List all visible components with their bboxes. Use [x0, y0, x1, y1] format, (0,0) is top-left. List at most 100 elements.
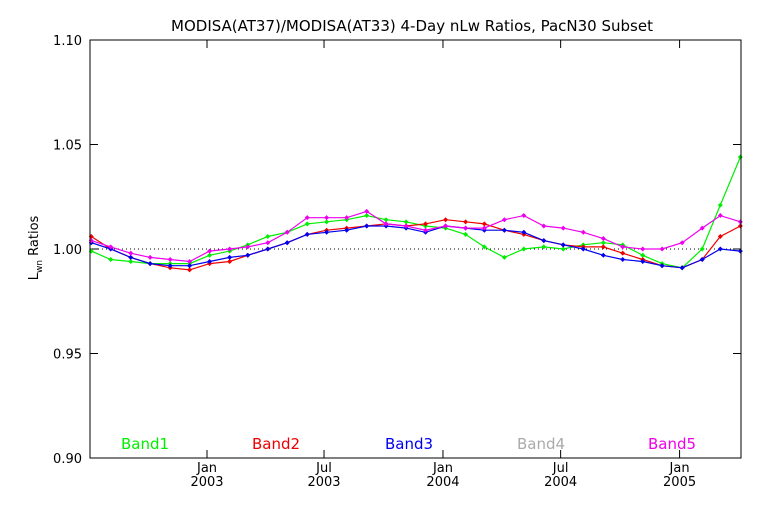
data-point-band3 [265, 246, 271, 252]
data-point-band1 [717, 202, 723, 208]
data-point-band3 [284, 240, 290, 246]
plot-frame [89, 39, 742, 459]
data-point-band5 [128, 250, 134, 256]
x-tick-month-label: Jan [432, 461, 453, 476]
data-point-band5 [304, 215, 310, 221]
data-point-band3 [147, 261, 153, 267]
data-point-band5 [443, 223, 449, 229]
data-point-band2 [443, 217, 449, 223]
data-point-band3 [620, 256, 626, 262]
data-point-band3 [580, 246, 586, 252]
data-point-band1 [383, 217, 389, 223]
data-point-band2 [600, 244, 606, 250]
data-point-band3 [245, 252, 251, 258]
data-point-band3 [304, 231, 310, 237]
data-point-band3 [521, 229, 527, 235]
data-point-band3 [679, 265, 685, 271]
data-point-band3 [227, 254, 233, 260]
data-point-band5 [403, 223, 409, 229]
data-point-band5 [659, 246, 665, 252]
data-point-band2 [620, 250, 626, 256]
data-point-band3 [541, 238, 547, 244]
data-point-band5 [620, 244, 626, 250]
data-point-band3 [640, 259, 646, 265]
data-point-band1 [481, 244, 487, 250]
data-point-band2 [481, 221, 487, 227]
data-point-band1 [304, 221, 310, 227]
series-line-band1 [91, 156, 741, 269]
data-point-band1 [600, 240, 606, 246]
data-point-band5 [541, 223, 547, 229]
y-axis-label: Lwn Ratios [27, 215, 45, 280]
data-point-band5 [481, 225, 487, 231]
data-point-band5 [364, 208, 370, 214]
data-point-band5 [580, 229, 586, 235]
data-point-band3 [167, 263, 173, 269]
data-point-band3 [560, 242, 566, 248]
data-point-band5 [640, 246, 646, 252]
legend-entry-band1: Band1 [121, 435, 169, 453]
y-axis-label-main: L [27, 272, 42, 280]
data-point-band5 [245, 244, 251, 250]
legend-entry-band4: Band4 [517, 435, 565, 453]
data-point-band2 [423, 221, 429, 227]
plot-area: 0.900.951.001.051.10Jan2003Jul2003Jan200… [53, 34, 743, 490]
data-point-band3 [364, 223, 370, 229]
x-tick-month-label: Jul [315, 461, 332, 476]
x-tick-year-label: 2005 [663, 475, 696, 490]
data-point-band1 [640, 252, 646, 258]
data-point-band3 [737, 248, 743, 254]
data-point-band1 [521, 246, 527, 252]
chart-title: MODISA(AT37)/MODISA(AT33) 4-Day nLw Rati… [171, 17, 653, 35]
data-point-band5 [501, 217, 507, 223]
x-tick-year-label: 2003 [307, 475, 340, 490]
y-tick-label: 1.00 [53, 243, 82, 258]
data-point-band5 [560, 225, 566, 231]
data-point-band5 [679, 240, 685, 246]
data-point-band5 [463, 225, 469, 231]
series-line-band3 [91, 225, 741, 269]
data-point-band1 [501, 254, 507, 260]
y-tick-label: 1.05 [53, 139, 82, 154]
data-point-band3 [659, 263, 665, 269]
data-point-band2 [187, 267, 193, 273]
data-point-band1 [128, 259, 134, 265]
data-point-band1 [737, 154, 743, 160]
x-tick-year-label: 2004 [544, 475, 577, 490]
data-point-band2 [717, 233, 723, 239]
x-tick-month-label: Jul [552, 461, 569, 476]
data-point-band5 [717, 213, 723, 219]
data-point-band2 [463, 219, 469, 225]
data-point-band1 [364, 213, 370, 219]
y-axis-label-subscript: wn [35, 260, 45, 273]
data-point-band5 [187, 259, 193, 265]
y-tick-label: 1.10 [53, 34, 82, 49]
data-point-band5 [167, 256, 173, 262]
data-point-band5 [324, 215, 330, 221]
data-point-band1 [108, 256, 114, 262]
data-point-band3 [128, 254, 134, 260]
data-point-band3 [501, 227, 507, 233]
data-point-band5 [737, 219, 743, 225]
data-point-band5 [521, 213, 527, 219]
data-point-band1 [324, 219, 330, 225]
data-point-band5 [108, 244, 114, 250]
data-point-band5 [383, 221, 389, 227]
x-tick-year-label: 2003 [190, 475, 223, 490]
data-point-band3 [699, 256, 705, 262]
data-point-band5 [699, 225, 705, 231]
data-point-band3 [324, 229, 330, 235]
data-point-band5 [284, 229, 290, 235]
data-point-band1 [265, 233, 271, 239]
x-tick-month-label: Jan [669, 461, 690, 476]
data-point-band2 [737, 223, 743, 229]
legend-entry-band5: Band5 [648, 435, 696, 453]
legend-entry-band3: Band3 [385, 435, 433, 453]
data-point-band1 [541, 244, 547, 250]
y-axis-label-rest: Ratios [27, 215, 42, 260]
data-point-band2 [227, 259, 233, 265]
y-tick-label: 0.95 [53, 348, 82, 363]
data-point-band3 [600, 252, 606, 258]
data-point-band1 [403, 219, 409, 225]
data-point-band5 [207, 248, 213, 254]
